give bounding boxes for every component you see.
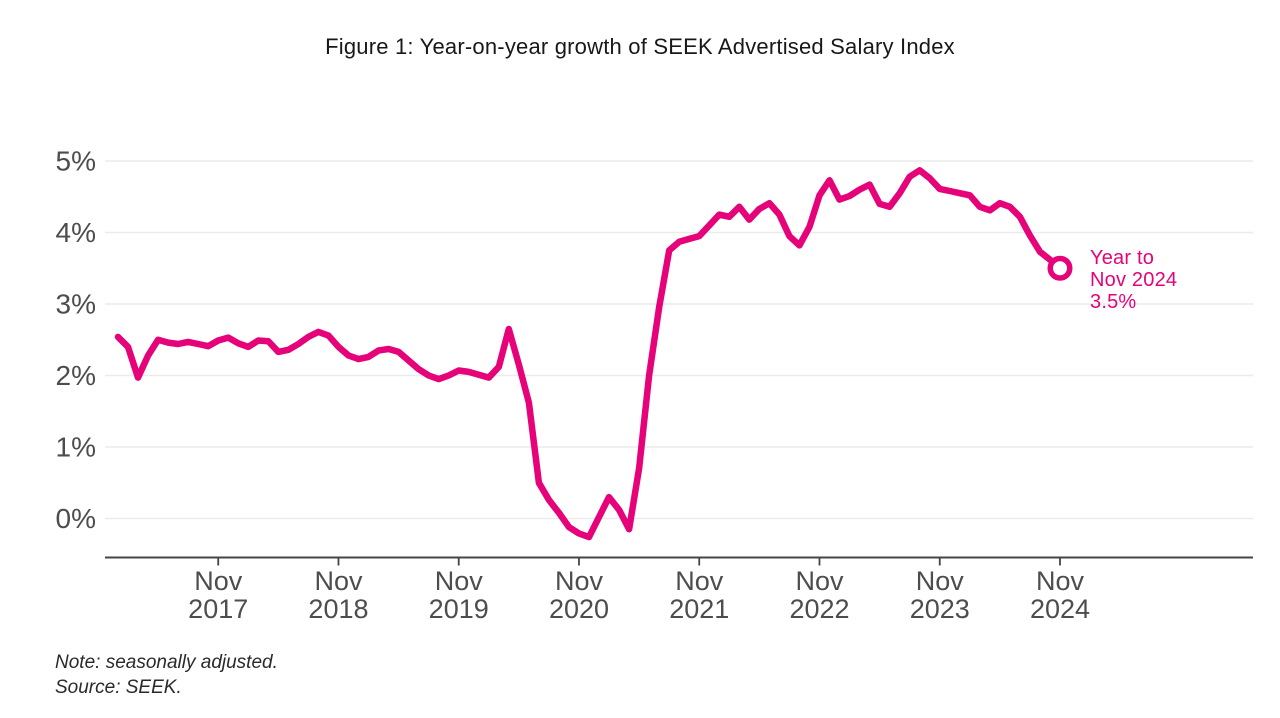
x-tick-label-month: Nov	[555, 566, 604, 596]
x-tick-label-month: Nov	[314, 566, 363, 596]
x-tick-label-month: Nov	[795, 566, 844, 596]
gridlines	[105, 160, 1253, 520]
y-tick-label: 4%	[56, 217, 96, 248]
y-tick-label: 0%	[56, 503, 96, 534]
x-tick-label-month: Nov	[1036, 566, 1085, 596]
x-tick-label-year: 2017	[188, 594, 248, 624]
y-tick-label: 5%	[56, 146, 96, 177]
x-tick-label-year: 2023	[910, 594, 970, 624]
series-line	[114, 167, 1064, 541]
chart-title: Figure 1: Year-on-year growth of SEEK Ad…	[325, 34, 955, 59]
x-tick-label-month: Nov	[194, 566, 243, 596]
annotation-line-2: Nov 2024	[1090, 269, 1178, 291]
note-line: Note: seasonally adjusted.	[55, 652, 278, 673]
y-tick-label: 2%	[56, 360, 96, 391]
x-tick-label-month: Nov	[675, 566, 724, 596]
annotation-line-1: Year to	[1090, 247, 1155, 269]
source-line: Source: SEEK.	[55, 677, 182, 698]
x-tick-label-year: 2021	[669, 594, 729, 624]
y-axis-labels: 5% 4% 3% 2% 1% 0%	[56, 146, 96, 535]
y-tick-label: 3%	[56, 289, 96, 320]
footnotes: Note: seasonally adjusted. Source: SEEK.	[55, 650, 278, 700]
y-tick-label: 1%	[56, 432, 96, 463]
end-annotation: Year to Nov 2024 3.5%	[1090, 247, 1177, 313]
x-tick-label-year: 2020	[549, 594, 609, 624]
x-tick-label-month: Nov	[435, 566, 484, 596]
x-tick-label-year: 2018	[308, 594, 368, 624]
x-axis-labels: Nov2017Nov2018Nov2019Nov2020Nov2021Nov20…	[188, 566, 1090, 624]
x-tick-label-year: 2019	[429, 594, 489, 624]
annotation-line-3: 3.5%	[1090, 291, 1137, 313]
x-tick-label-year: 2024	[1030, 594, 1090, 624]
x-axis-ticks	[217, 557, 1061, 566]
end-marker	[1047, 255, 1073, 281]
x-tick-label-year: 2022	[789, 594, 849, 624]
x-tick-label-month: Nov	[916, 566, 965, 596]
